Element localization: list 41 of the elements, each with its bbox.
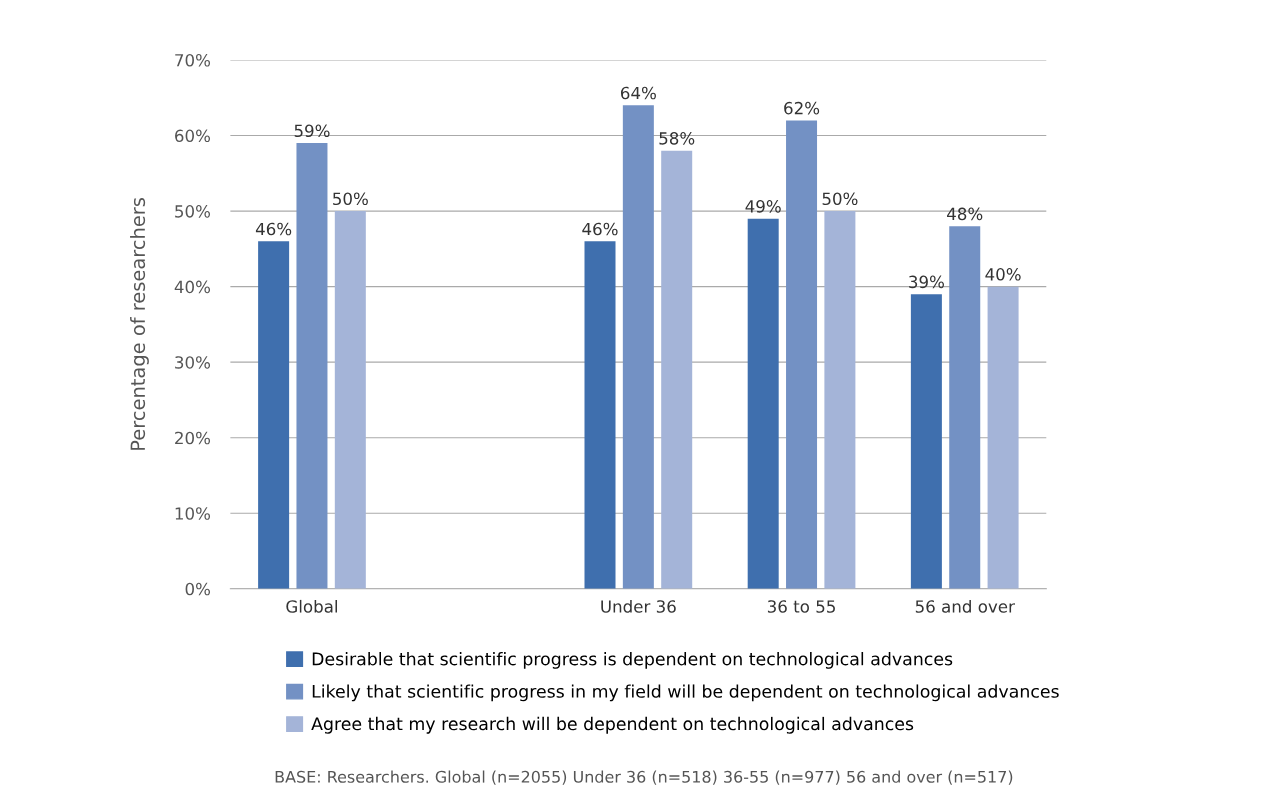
x-tick-label: Global xyxy=(286,599,337,613)
bar xyxy=(786,120,818,589)
y-tick-label: 20% xyxy=(175,431,211,445)
bar xyxy=(949,226,981,589)
data-label: 64% xyxy=(620,86,656,100)
bar xyxy=(824,211,856,589)
y-tick-label: 30% xyxy=(175,356,211,369)
text: BASE: Researchers. Global (n=2055) Under 36 (n=518) 36-55 (n=977) 56 and over (n=517) xyxy=(275,770,1013,785)
data-label: 62% xyxy=(784,101,820,115)
bar xyxy=(584,241,616,589)
data-label: 50% xyxy=(333,192,368,206)
bar xyxy=(622,105,654,589)
data-label: 39% xyxy=(909,275,944,289)
legend-label: Desirable that scientific progress is dependent on technological advances xyxy=(312,652,953,669)
bar xyxy=(661,150,693,589)
y-tick-label: 40% xyxy=(174,280,211,294)
data-label: 46% xyxy=(255,222,292,236)
legend-label: Agree that my research will be dependent on technological advances xyxy=(311,716,914,734)
y-tick-label: 60% xyxy=(175,129,211,143)
data-label: 58% xyxy=(659,132,695,145)
bar xyxy=(258,241,290,589)
data-label: 59% xyxy=(294,124,330,138)
data-label: 40% xyxy=(985,268,1021,281)
legend-label: Likely that scientific progress in my field will be dependent on technological advances xyxy=(312,684,1059,702)
bar xyxy=(296,143,328,589)
bar xyxy=(987,286,1019,589)
y-axis-title: Percentage of researchers xyxy=(130,198,149,450)
data-label: 49% xyxy=(745,200,781,213)
bar xyxy=(334,211,366,589)
y-tick-label: 50% xyxy=(175,205,211,218)
y-tick-label: 0% xyxy=(185,582,211,596)
y-tick-label: 70% xyxy=(175,53,211,67)
data-label: 46% xyxy=(582,222,618,236)
x-tick-label: 36 to 55 xyxy=(767,600,835,613)
data-label: 48% xyxy=(947,207,983,221)
data-label: 50% xyxy=(822,192,858,206)
x-tick-label: 56 and over xyxy=(915,599,1015,613)
bar xyxy=(747,218,779,589)
y-tick-label: 10% xyxy=(175,507,211,520)
x-tick-label: Under 36 xyxy=(601,599,676,613)
bar xyxy=(910,294,942,589)
